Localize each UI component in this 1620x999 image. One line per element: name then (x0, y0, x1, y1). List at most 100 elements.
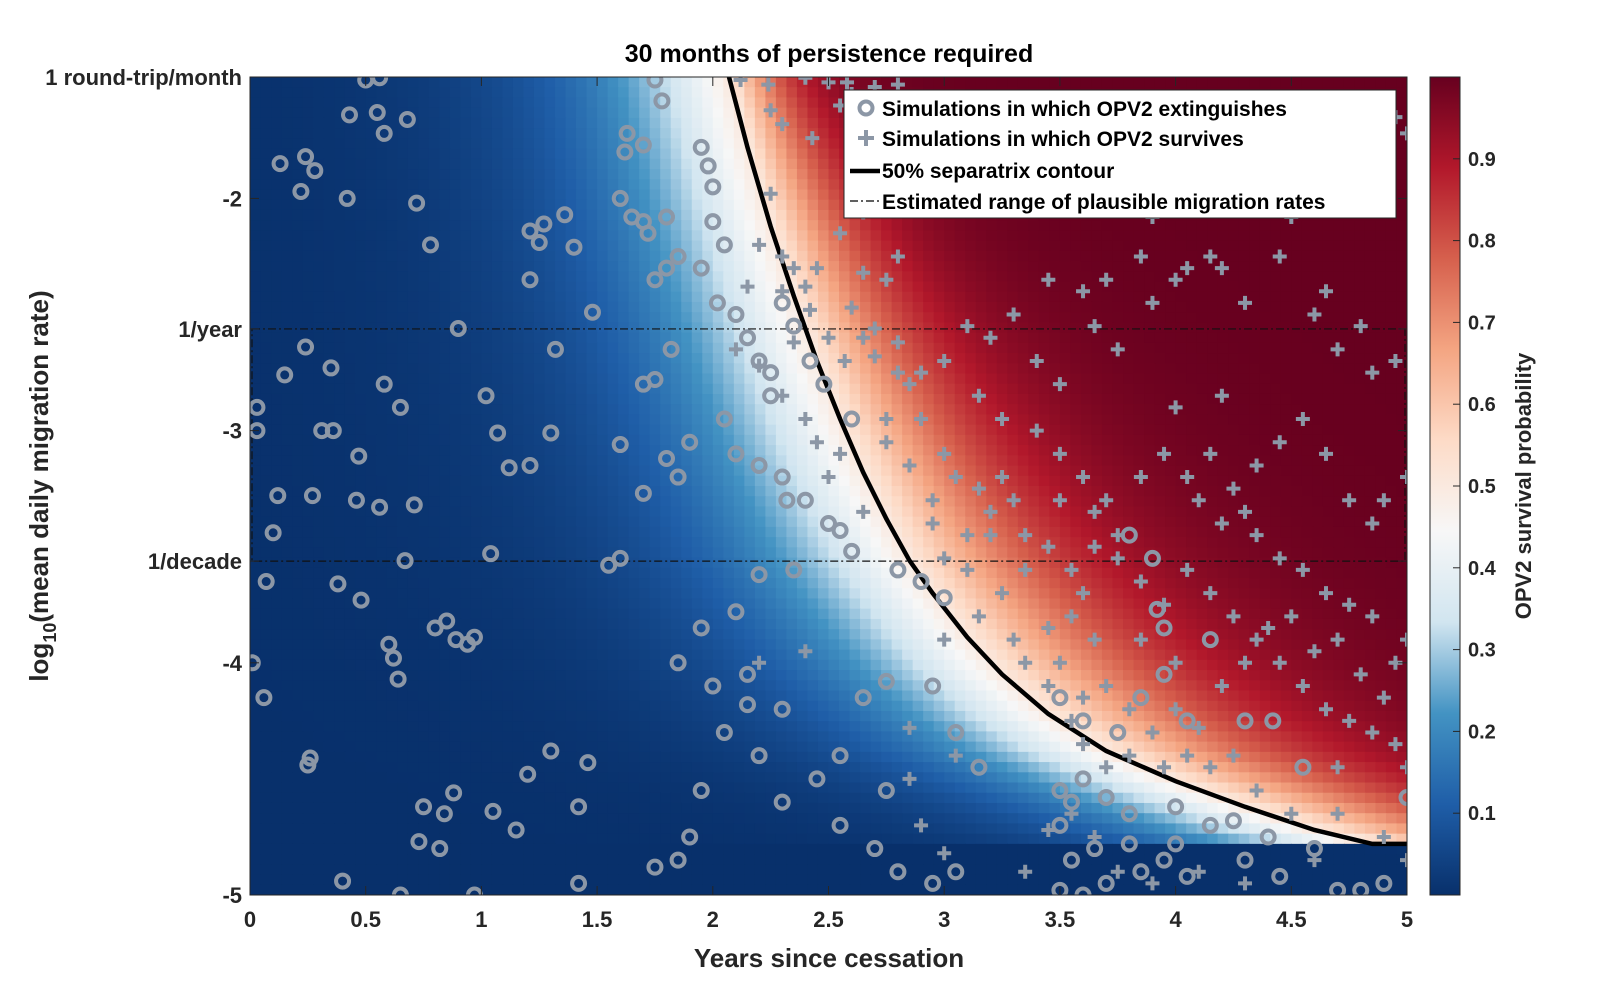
heatmap-cell (565, 128, 577, 140)
heatmap-cell (597, 516, 609, 528)
heatmap-cell (1070, 455, 1082, 467)
heatmap-cell (902, 271, 914, 283)
heatmap-cell (439, 169, 451, 180)
heatmap-cell (660, 516, 672, 528)
heatmap-cell (1007, 455, 1019, 467)
heatmap-cell (449, 445, 462, 457)
heatmap-cell (996, 342, 1009, 354)
heatmap-cell (418, 158, 430, 170)
heatmap-cell (355, 230, 367, 242)
heatmap-cell (1112, 393, 1124, 405)
heatmap-cell (860, 281, 872, 293)
heatmap-cell (849, 373, 861, 385)
heatmap-cell (996, 240, 1009, 252)
heatmap-cell (365, 281, 377, 293)
heatmap-cell (565, 393, 577, 405)
heatmap-cell (923, 220, 935, 232)
heatmap-cell (944, 250, 956, 262)
heatmap-cell (344, 373, 356, 385)
heatmap-cell (334, 97, 346, 109)
heatmap-cell (313, 332, 325, 344)
heatmap-cell (944, 271, 956, 283)
heatmap-cell (407, 87, 419, 99)
heatmap-cell (355, 332, 367, 344)
heatmap-cell (1049, 445, 1061, 457)
heatmap-cell (1091, 393, 1103, 405)
heatmap-cell (796, 322, 809, 334)
heatmap-cell (555, 404, 567, 416)
heatmap-cell (775, 199, 788, 211)
heatmap-cell (1385, 434, 1398, 446)
heatmap-cell (597, 230, 609, 242)
heatmap-cell (1322, 250, 1335, 262)
heatmap-cell (817, 230, 830, 242)
heatmap-cell (660, 209, 672, 221)
heatmap-cell (1007, 220, 1019, 232)
heatmap-cell (418, 230, 430, 242)
heatmap-cell (712, 393, 725, 405)
heatmap-cell (839, 322, 851, 334)
heatmap-cell (428, 158, 441, 170)
heatmap-cell (1144, 271, 1156, 283)
heatmap-cell (386, 393, 398, 405)
heatmap-cell (702, 465, 714, 477)
heatmap-cell (292, 424, 304, 436)
heatmap-cell (523, 138, 535, 150)
heatmap-cell (1343, 383, 1356, 395)
heatmap-cell (533, 312, 546, 324)
heatmap-cell (1238, 230, 1250, 242)
heatmap-cell (1112, 516, 1124, 528)
heatmap-cell (271, 138, 283, 150)
heatmap-cell (565, 261, 577, 272)
heatmap-cell (250, 455, 262, 467)
heatmap-cell (712, 158, 725, 170)
heatmap-cell (975, 261, 987, 272)
heatmap-cell (628, 199, 640, 211)
heatmap-cell (1112, 301, 1124, 313)
heatmap-cell (355, 179, 367, 191)
heatmap-cell (439, 97, 451, 109)
heatmap-cell (1249, 342, 1261, 354)
heatmap-cell (1070, 383, 1082, 395)
heatmap-cell (807, 220, 819, 232)
heatmap-cell (891, 424, 903, 436)
heatmap-cell (744, 209, 756, 221)
heatmap-cell (702, 496, 714, 508)
heatmap-cell (754, 209, 767, 221)
heatmap-cell (470, 291, 483, 303)
heatmap-cell (1396, 291, 1407, 303)
heatmap-cell (1101, 240, 1114, 252)
heatmap-cell (250, 220, 262, 232)
heatmap-cell (712, 117, 725, 129)
heatmap-cell (1291, 393, 1303, 405)
heatmap-cell (1133, 230, 1145, 242)
heatmap-cell (555, 169, 567, 180)
heatmap-cell (1101, 383, 1114, 395)
heatmap-cell (1144, 261, 1156, 272)
heatmap-cell (597, 486, 609, 497)
heatmap-cell (428, 332, 441, 344)
heatmap-cell (586, 209, 598, 221)
heatmap-cell (344, 455, 356, 467)
heatmap-cell (1112, 261, 1124, 272)
heatmap-cell (723, 475, 735, 487)
heatmap-cell (407, 312, 419, 324)
heatmap-cell (334, 271, 346, 283)
heatmap-cell (365, 475, 377, 487)
heatmap-cell (481, 87, 493, 99)
heatmap-cell (523, 322, 535, 334)
heatmap-cell (292, 138, 304, 150)
heatmap-cell (1270, 281, 1282, 293)
heatmap-cell (523, 107, 535, 119)
heatmap-cell (1228, 526, 1240, 538)
heatmap-cell (271, 414, 283, 426)
heatmap-cell (1101, 291, 1114, 303)
heatmap-cell (1291, 383, 1303, 395)
heatmap-cell (670, 148, 682, 160)
heatmap-cell (1385, 77, 1398, 88)
heatmap-cell (1385, 363, 1398, 375)
heatmap-cell (523, 445, 535, 457)
heatmap-cell (975, 301, 987, 313)
heatmap-cell (639, 281, 651, 293)
heatmap-cell (1196, 393, 1208, 405)
